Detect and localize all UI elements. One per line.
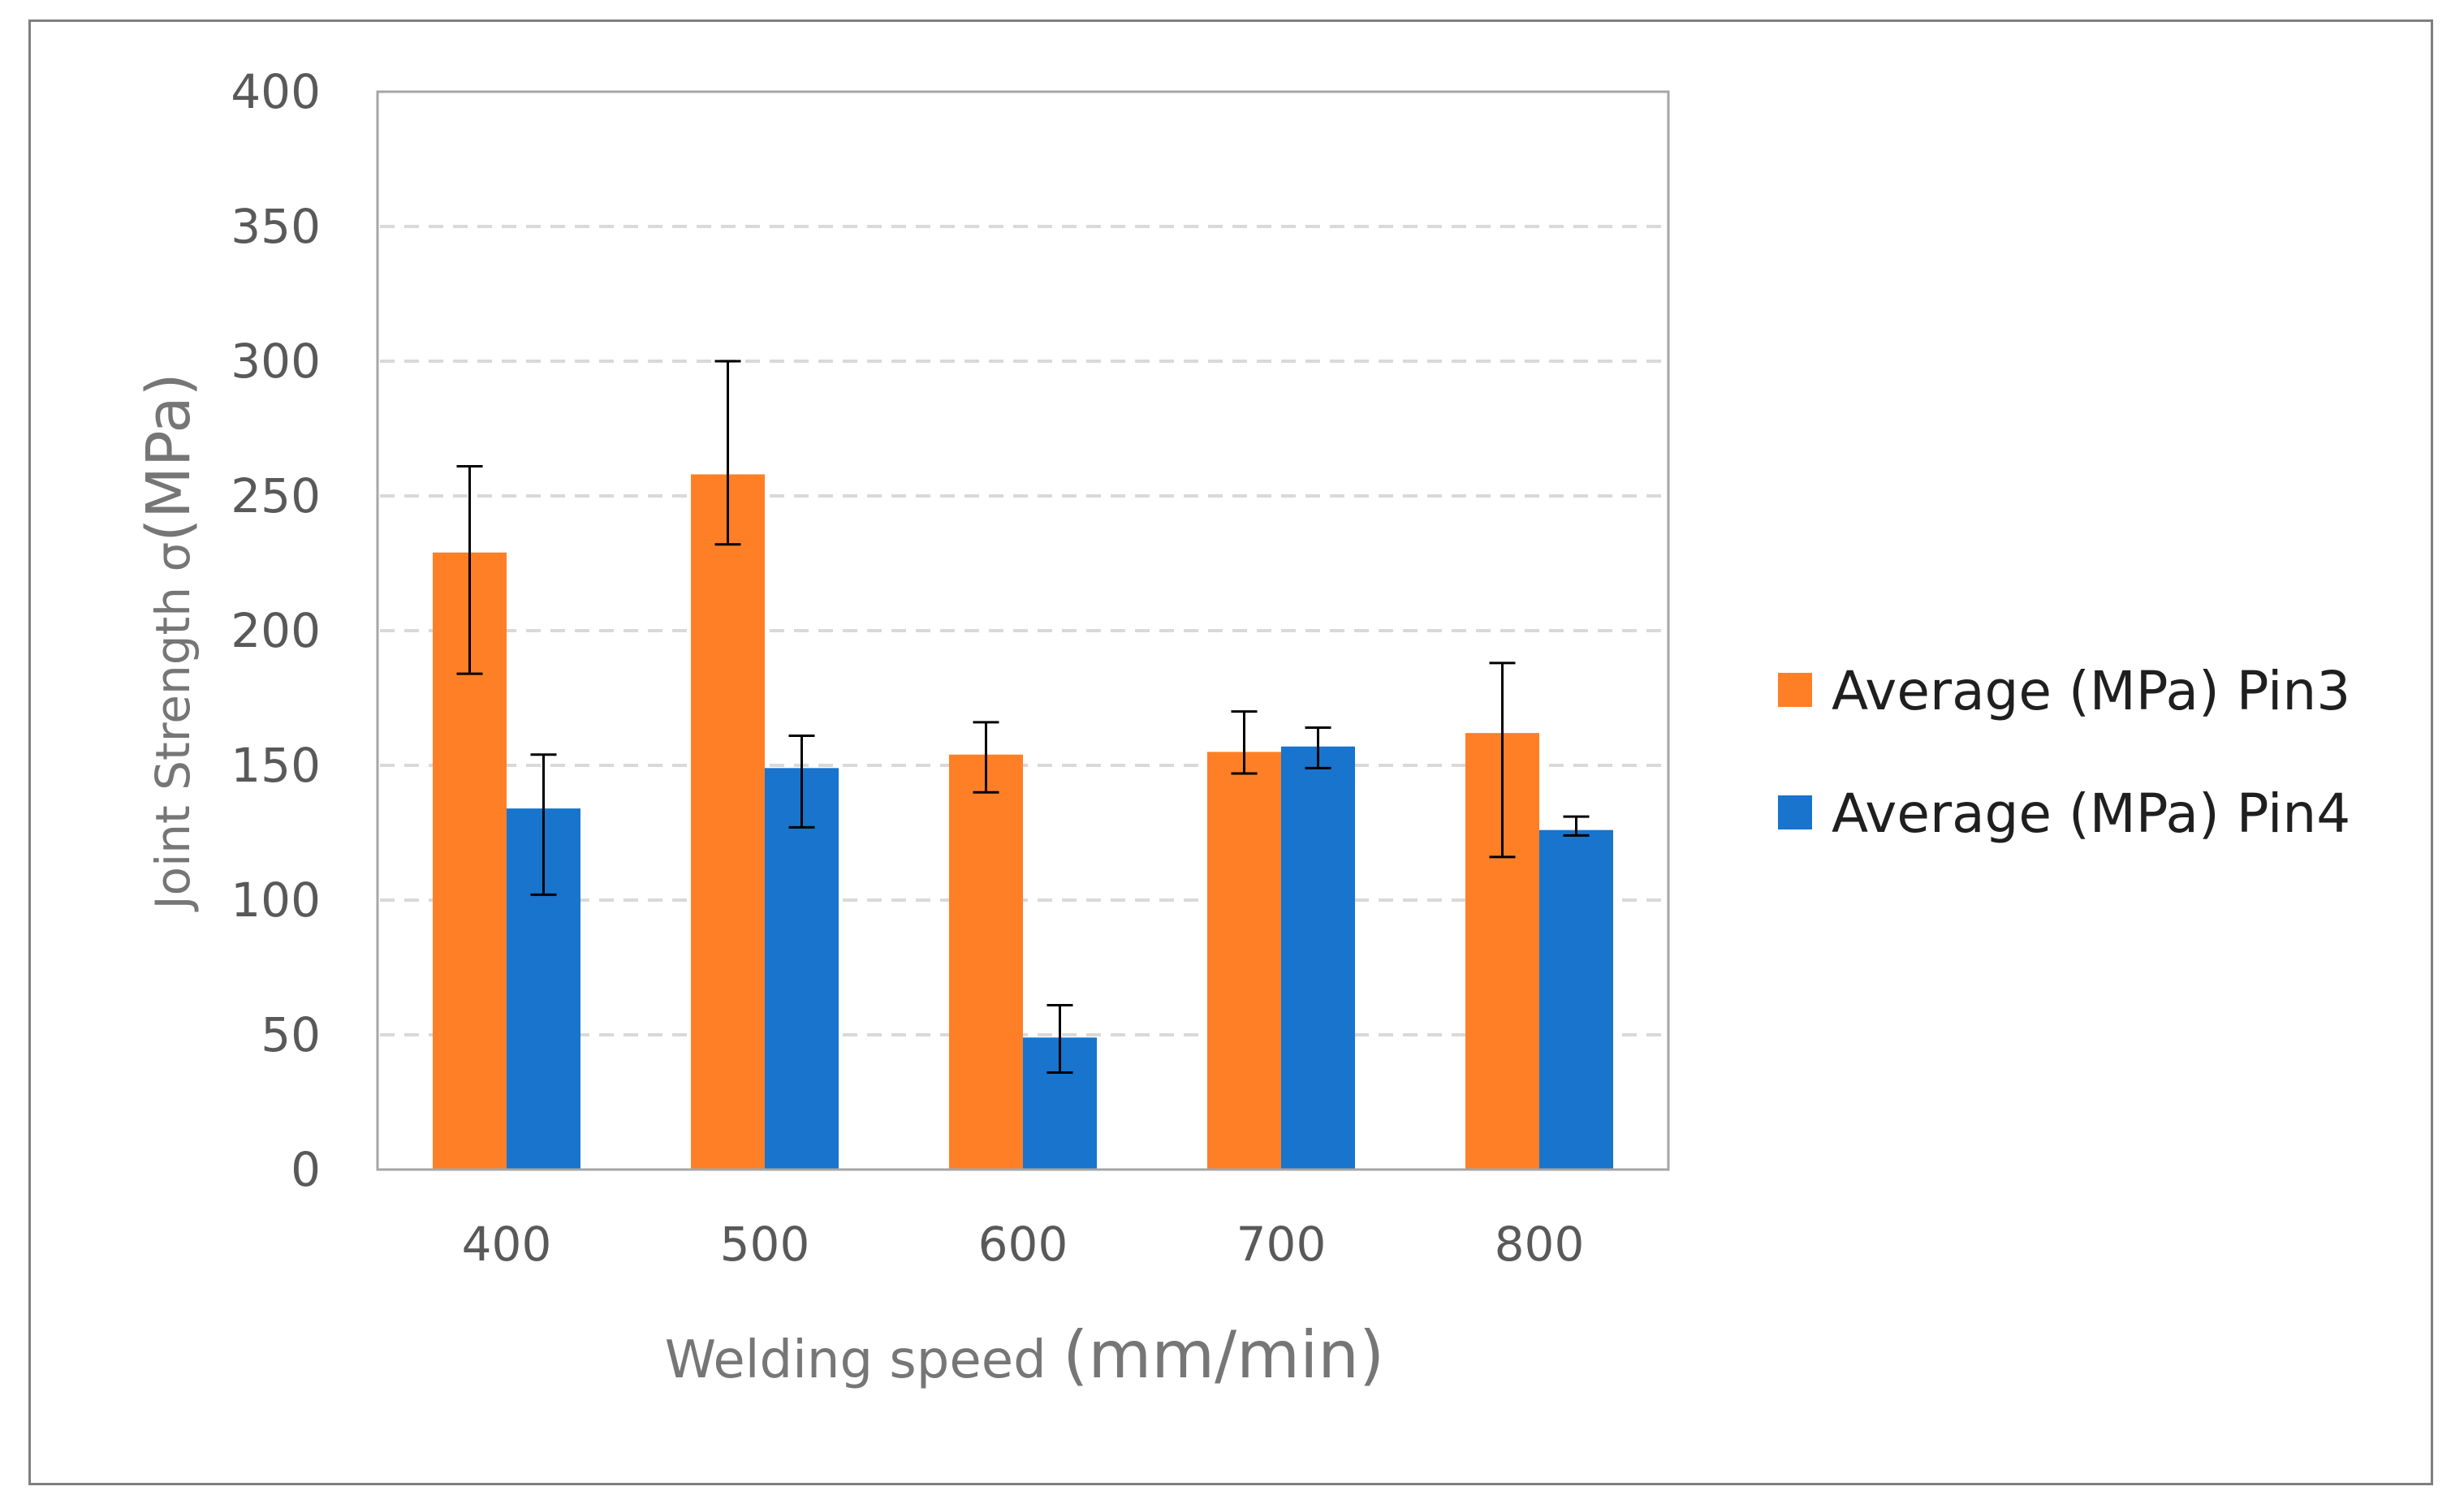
- bar-pin4-700: [1281, 746, 1355, 1170]
- x-axis-label: Welding speed: [665, 1330, 1046, 1390]
- y-tick-label-200: 200: [231, 603, 321, 658]
- x-axis-unit: (mm/min): [1063, 1317, 1384, 1393]
- legend-item-pin3: Average (MPa) Pin3: [1778, 660, 2350, 722]
- error-bar-pin4-700: [1305, 726, 1331, 769]
- legend: Average (MPa) Pin3 Average (MPa) Pin4: [1778, 660, 2350, 845]
- error-bar-pin3-800: [1489, 661, 1516, 859]
- error-bar-pin3-600: [973, 721, 999, 794]
- x-axis-title: Welding speed (mm/min): [665, 1317, 1384, 1393]
- y-axis-title: Joint Strength σ(MPa): [134, 373, 204, 912]
- bars: [433, 474, 1613, 1170]
- x-tick-label-400: 400: [462, 1217, 552, 1272]
- error-bar-pin4-800: [1563, 815, 1590, 837]
- plot-area-border: [376, 90, 1670, 1171]
- bar-pin4-500: [765, 768, 839, 1170]
- x-tick-label-600: 600: [978, 1217, 1068, 1272]
- legend-swatch-pin4: [1778, 795, 1812, 829]
- y-tick-labels: 0 50 100 150 200 250 300 350 400: [231, 64, 321, 1197]
- error-bar-pin4-400: [530, 753, 557, 896]
- bar-pin4-800: [1539, 829, 1613, 1170]
- legend-item-pin4: Average (MPa) Pin4: [1778, 782, 2350, 845]
- y-tick-label-350: 350: [231, 199, 321, 254]
- y-axis-unit: (MPa): [134, 373, 204, 542]
- error-bars: [456, 360, 1590, 1074]
- bar-pin3-700: [1207, 752, 1281, 1170]
- y-tick-label-50: 50: [261, 1007, 321, 1062]
- error-bar-pin3-400: [456, 464, 483, 675]
- x-axis-space: [1046, 1330, 1063, 1390]
- error-bar-pin3-700: [1231, 710, 1258, 775]
- x-tick-labels: 400 500 600 700 800: [462, 1217, 1585, 1272]
- y-axis-label: Joint Strength σ: [145, 542, 201, 912]
- legend-swatch-pin3: [1778, 673, 1812, 707]
- y-tick-label-150: 150: [231, 738, 321, 793]
- legend-label-pin3: Average (MPa) Pin3: [1832, 660, 2350, 722]
- y-tick-label-300: 300: [231, 334, 321, 389]
- legend-label-pin4: Average (MPa) Pin4: [1832, 782, 2350, 845]
- x-tick-label-800: 800: [1495, 1217, 1585, 1272]
- y-tick-label-0: 0: [291, 1142, 321, 1197]
- y-tick-label-250: 250: [231, 468, 321, 523]
- error-bar-pin4-600: [1046, 1003, 1073, 1074]
- y-tick-label-400: 400: [231, 64, 321, 119]
- bar-pin3-600: [949, 754, 1023, 1170]
- error-bar-pin4-500: [788, 734, 815, 829]
- error-bar-pin3-500: [714, 360, 741, 546]
- y-tick-label-100: 100: [231, 872, 321, 928]
- x-tick-label-700: 700: [1236, 1217, 1327, 1272]
- bar-pin3-500: [691, 474, 765, 1170]
- x-tick-label-500: 500: [720, 1217, 810, 1272]
